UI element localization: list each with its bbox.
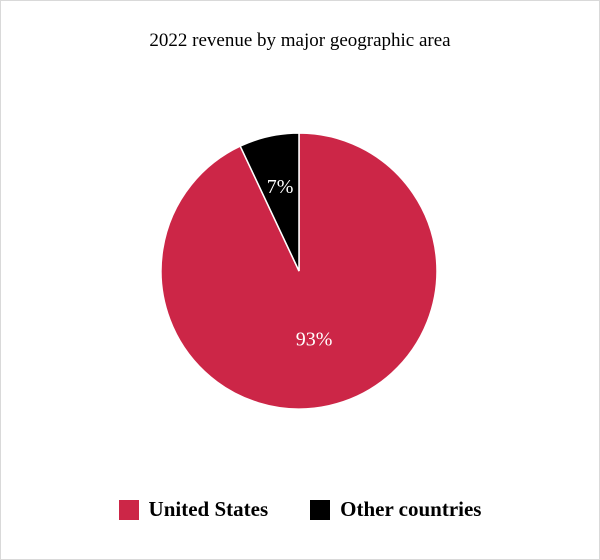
legend-label: United States: [148, 497, 269, 521]
legend-label: Other countries: [340, 497, 482, 521]
legend-item-other-countries: Other countries: [310, 497, 481, 522]
data-label: 7%: [267, 176, 294, 198]
pie-slice-other-countries: [239, 132, 300, 272]
legend-item-united-states: United States: [118, 497, 269, 522]
legend-swatch-united-states: [118, 499, 139, 520]
legend-swatch-other-countries: [310, 499, 331, 520]
data-label: 93%: [296, 328, 333, 350]
chart-title: 2022 revenue by major geographic area: [149, 30, 451, 51]
legend: United States Other countries: [0, 497, 600, 522]
